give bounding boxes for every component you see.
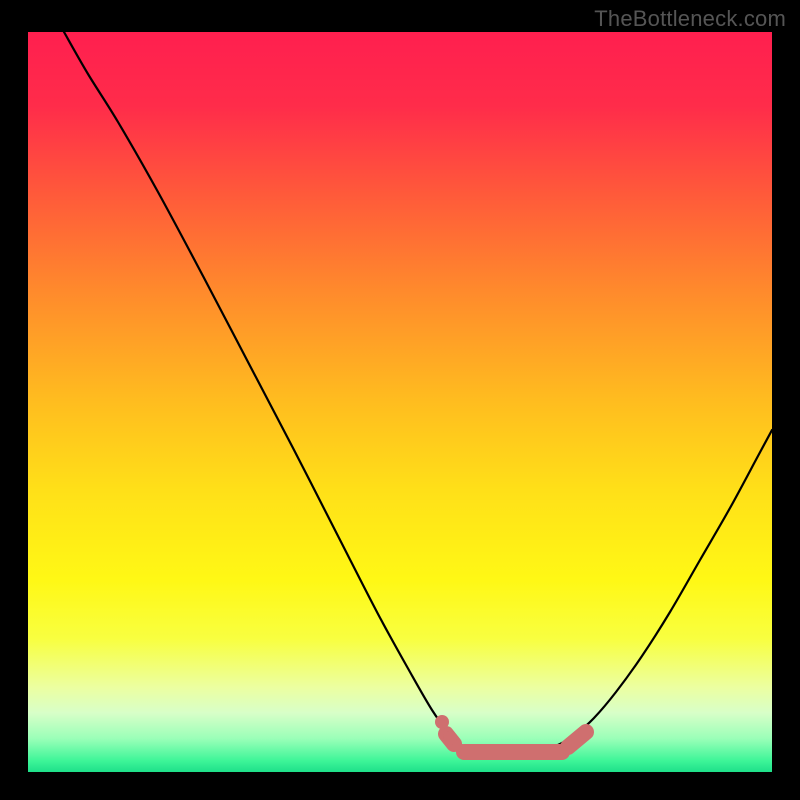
attribution-text: TheBottleneck.com [594, 6, 786, 32]
curve-layer [28, 32, 772, 772]
flat-marker-dot [443, 731, 457, 745]
chart-frame: TheBottleneck.com [0, 0, 800, 800]
bottleneck-curve [64, 32, 772, 754]
plot-area [28, 32, 772, 772]
flat-marker-dot [435, 715, 449, 729]
flat-region-markers [435, 715, 586, 752]
flat-marker-segment [568, 732, 586, 747]
